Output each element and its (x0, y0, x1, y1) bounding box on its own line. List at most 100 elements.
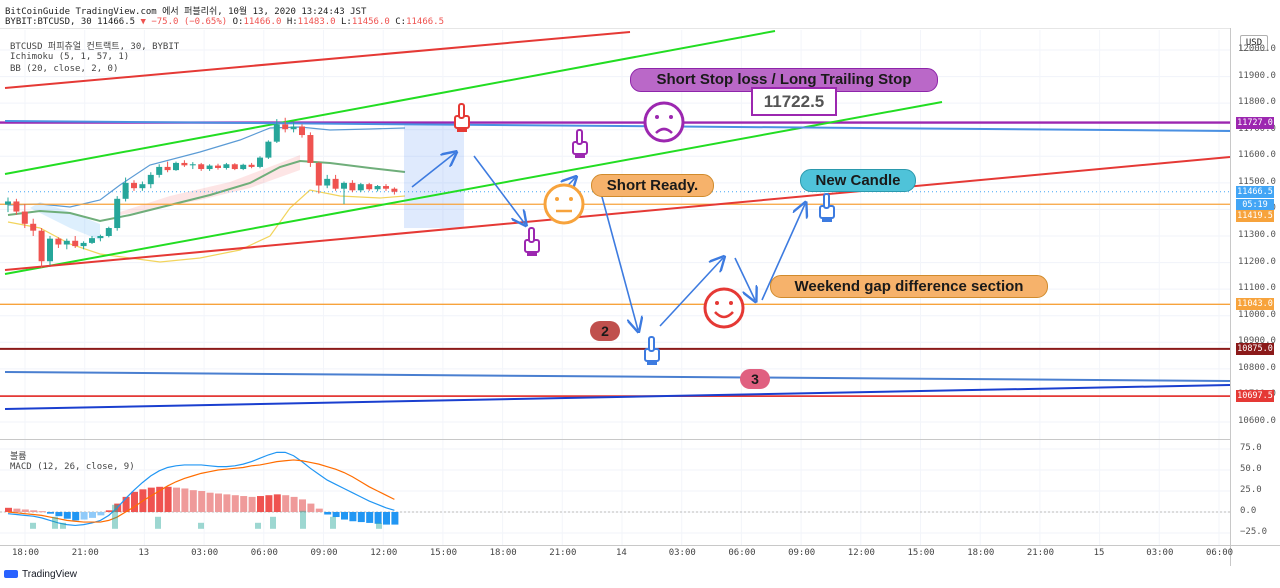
marker-3-bubble[interactable]: 3 (740, 369, 770, 389)
macd-histogram-bar (265, 495, 273, 512)
pane-separator[interactable] (0, 439, 1230, 440)
new-candle-callout[interactable]: New Candle (800, 169, 916, 192)
price-annotation-box[interactable]: 11722.5 (751, 87, 837, 116)
volume-legend[interactable]: 볼륨 (10, 452, 27, 462)
candle-body (173, 162, 179, 171)
upper-red-trendline (4, 31, 631, 89)
macd-histogram-bar (173, 487, 180, 512)
candle-body (265, 141, 272, 158)
main-series-legend[interactable]: BTCUSD 퍼피츄얼 컨트랙트, 30, BYBIT (10, 42, 180, 52)
volume-bar (270, 516, 276, 529)
face-outline (543, 183, 585, 225)
face-eye (555, 197, 559, 201)
currency-badge[interactable]: USD (1240, 35, 1268, 51)
price-level-label: 10875.0 (1236, 342, 1274, 355)
candle-body (189, 164, 196, 166)
macd-histogram-bar (391, 512, 399, 525)
high-value: 11483.0 (297, 17, 336, 27)
hand-pointer-purple-icon (524, 227, 540, 256)
forecast-box (404, 122, 464, 229)
lower-red-trendline (4, 156, 1231, 271)
close-label: C: (395, 17, 407, 27)
candle-body (299, 126, 305, 136)
hand-cuff (822, 218, 832, 222)
hand-pointer-red-icon (454, 103, 470, 132)
candle-body (257, 157, 263, 167)
candle-body (38, 230, 45, 262)
blue-trendline (4, 120, 1231, 132)
low-value: 11456.0 (351, 17, 390, 27)
price-level-label: 05:19 (1236, 198, 1274, 211)
hand-cuff (457, 128, 467, 132)
macd-histogram-bar (315, 508, 323, 512)
candle-body (21, 211, 28, 224)
macd-signal-line (7, 459, 395, 523)
price-axis-border (1230, 28, 1231, 566)
macd-histogram-bar (299, 499, 306, 512)
volume-bar (198, 522, 204, 529)
macd-histogram-bar (72, 512, 80, 521)
time-tick-label: 12:00 (847, 548, 875, 558)
price-level-label: 11466.5 (1236, 185, 1274, 198)
volume-bar (376, 522, 382, 529)
volume-bar (112, 504, 118, 529)
price-tick-label: 11900.0 (1238, 70, 1276, 81)
forecast-arrow (597, 181, 638, 330)
price-tick-label: 12000.0 (1238, 44, 1276, 54)
candle-body (147, 174, 154, 185)
hand-finger (648, 336, 655, 352)
weekend-gap-callout[interactable]: Weekend gap difference section (770, 275, 1048, 298)
ichimoku-cloud (120, 155, 300, 215)
forecast-arrow (734, 257, 755, 300)
bollinger-legend[interactable]: BB (20, close, 2, 0) (10, 64, 119, 74)
macd-histogram-bar (366, 512, 374, 523)
face-eye (669, 115, 673, 119)
macd-histogram-bar (80, 512, 88, 520)
macd-legend[interactable]: MACD (12, 26, close, 9) (10, 462, 135, 472)
candles (5, 117, 398, 268)
face-mouth (655, 127, 673, 134)
face-mouth (714, 311, 734, 319)
time-tick-label: 21:00 (1026, 548, 1054, 558)
hand-cuff (575, 154, 585, 158)
symbol[interactable]: BYBIT:BTCUSD, 30 (5, 17, 92, 27)
hand-pointer-purple-icon (572, 129, 588, 158)
time-tick-label: 18:00 (12, 548, 40, 558)
time-tick-label: 09:00 (310, 548, 338, 558)
short-ready-callout[interactable]: Short Ready. (591, 174, 714, 197)
face-eye (569, 197, 573, 201)
macd-histogram-bar (341, 512, 348, 520)
blue-lower-trendline (4, 371, 1231, 382)
macd-histogram-bar (147, 487, 155, 512)
macd-histogram-bar (374, 512, 382, 524)
volume-bar (255, 522, 261, 529)
candle-body (248, 164, 255, 167)
macd-histogram-bar (282, 495, 290, 512)
candle-body (282, 124, 289, 130)
price-level-label: 11419.5 (1236, 210, 1274, 223)
hand-pointer-blue-icon (819, 193, 835, 222)
volume-bar (330, 516, 336, 529)
marker-2-bubble[interactable]: 2 (590, 321, 620, 341)
macd-histogram-bar (38, 511, 46, 513)
tradingview-logo[interactable]: TradingView (4, 569, 77, 580)
candle-body (231, 164, 238, 170)
open-label: O: (232, 17, 244, 27)
macd-histogram-bar (349, 512, 357, 522)
ichimoku-legend[interactable]: Ichimoku (5, 1, 57, 1) (10, 52, 130, 62)
time-tick-label: 15:00 (907, 548, 935, 558)
navy-trendline (4, 384, 1231, 410)
candle-body (97, 236, 104, 239)
forecast-arrow (761, 204, 805, 301)
price-tick-label: 11800.0 (1238, 97, 1276, 108)
forecast-arrow (659, 258, 723, 327)
low-label: L: (341, 17, 352, 27)
price-level-label: 11043.0 (1236, 298, 1274, 311)
candle-body (156, 166, 163, 175)
macd-histogram-bar (215, 493, 222, 512)
tradingview-icon (4, 570, 18, 579)
close-value: 11466.5 (406, 17, 444, 27)
price-tick-label: 11100.0 (1238, 283, 1276, 294)
macd-histogram-bar (206, 492, 214, 512)
